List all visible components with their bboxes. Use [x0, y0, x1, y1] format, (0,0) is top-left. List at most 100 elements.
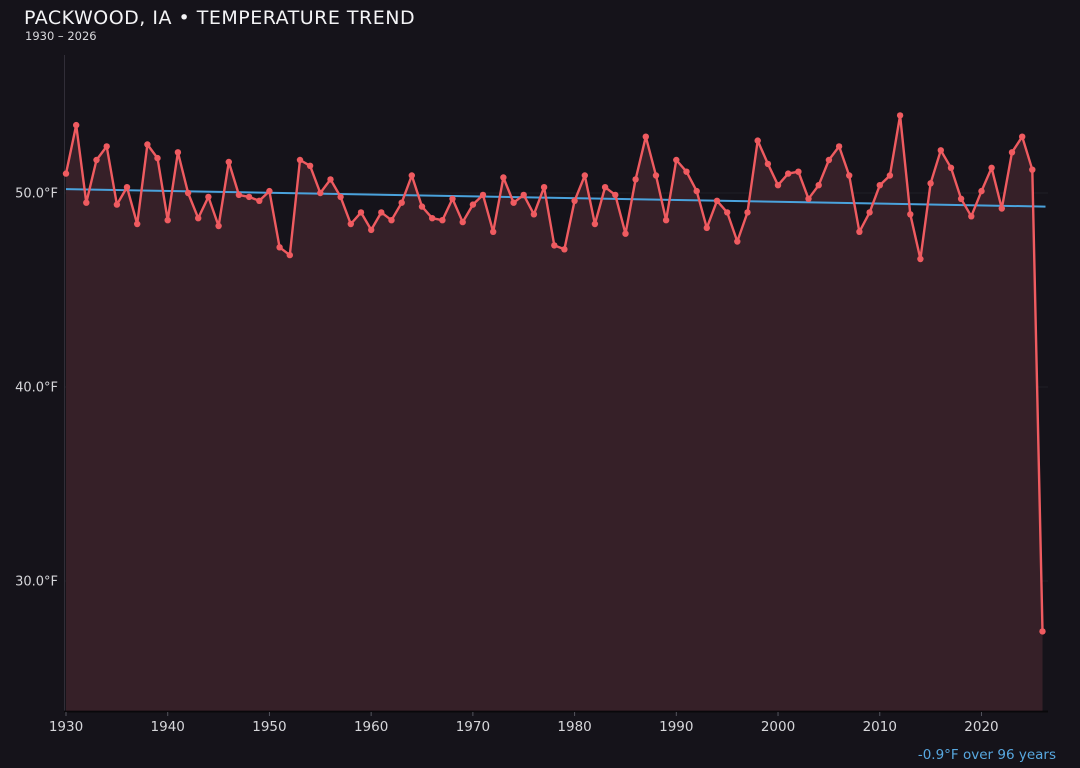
data-point	[184, 189, 192, 197]
data-point	[642, 133, 649, 140]
data-point	[276, 244, 283, 251]
data-point	[347, 220, 354, 228]
data-point	[764, 160, 772, 168]
data-point	[652, 172, 660, 179]
data-point	[317, 189, 324, 197]
data-point	[693, 187, 700, 195]
x-axis-ticks	[65, 712, 982, 716]
y-tick-label: 50.0°F	[15, 187, 58, 202]
x-tick-label: 2020	[964, 719, 998, 735]
data-point	[998, 205, 1005, 212]
x-tick-label: 1970	[456, 719, 490, 735]
data-point	[662, 217, 670, 224]
data-point	[418, 203, 426, 210]
x-tick-label: 1940	[151, 719, 185, 735]
data-point	[245, 193, 253, 201]
data-point	[856, 228, 863, 235]
x-tick-label: 1930	[49, 719, 83, 735]
y-tick-label: 30.0°F	[15, 575, 58, 590]
data-point	[805, 195, 812, 202]
data-point	[673, 156, 680, 164]
data-point	[368, 226, 375, 234]
data-point	[571, 197, 578, 204]
data-point	[215, 222, 222, 230]
data-point	[724, 209, 731, 216]
data-point	[256, 197, 263, 204]
data-point	[123, 184, 131, 191]
x-axis-labels: 1930 1940 1950 1960 1970 1980 1990 2000 2010 2020	[49, 719, 999, 735]
data-point	[144, 141, 151, 148]
data-point	[469, 201, 477, 208]
data-point	[266, 187, 273, 195]
data-point	[795, 168, 802, 175]
data-point	[754, 137, 761, 144]
y-tick-label: 40.0°F	[15, 381, 58, 396]
data-point	[1029, 166, 1036, 173]
data-point	[612, 191, 619, 199]
data-point	[490, 228, 497, 235]
x-tick-label: 1980	[557, 719, 591, 735]
data-point	[683, 168, 690, 175]
data-point	[337, 193, 344, 201]
data-point	[296, 156, 304, 164]
data-point	[968, 213, 975, 220]
data-point	[886, 172, 894, 179]
data-point	[774, 182, 782, 189]
x-tick-label: 2010	[863, 719, 897, 735]
data-point	[388, 217, 395, 224]
x-tick-label: 1990	[659, 719, 693, 735]
data-point	[896, 112, 904, 119]
data-point	[93, 156, 100, 164]
data-point	[530, 211, 538, 218]
trend-delta-label: -0.9°F over 96 years	[917, 747, 1056, 763]
data-point	[978, 187, 985, 195]
data-point	[429, 215, 436, 222]
data-point	[83, 199, 90, 206]
data-point	[62, 170, 70, 177]
data-point	[1008, 149, 1016, 156]
data-point	[540, 184, 548, 191]
x-tick-label: 1960	[354, 719, 388, 735]
x-tick-label: 1950	[252, 719, 286, 735]
data-point	[225, 158, 232, 166]
data-point	[846, 172, 853, 179]
data-point	[306, 162, 314, 169]
data-point	[439, 217, 446, 224]
data-point	[378, 209, 385, 216]
data-point	[174, 149, 182, 156]
data-point	[866, 209, 873, 216]
data-point	[479, 191, 487, 199]
data-point	[815, 182, 822, 189]
data-point	[947, 164, 955, 171]
data-point	[286, 251, 293, 259]
data-point	[357, 209, 365, 216]
chart-title: PACKWOOD, IA • TEMPERATURE TREND	[24, 7, 416, 29]
data-point	[601, 184, 609, 191]
data-point	[103, 143, 110, 150]
data-point	[907, 211, 914, 218]
data-point	[835, 143, 843, 150]
data-point	[734, 238, 741, 245]
trend-line	[65, 188, 1046, 208]
data-point	[591, 220, 599, 228]
data-point	[113, 201, 121, 208]
data-point	[1019, 133, 1026, 140]
data-point	[581, 172, 588, 179]
data-point	[408, 172, 415, 179]
data-point	[713, 197, 721, 204]
data-point	[917, 255, 924, 263]
data-point	[937, 147, 944, 154]
area-fill	[66, 115, 1043, 711]
data-point	[632, 176, 639, 183]
data-point	[398, 199, 405, 206]
data-point	[195, 215, 202, 222]
data-point	[154, 154, 161, 162]
data-point	[510, 199, 517, 206]
data-point	[957, 195, 965, 202]
data-point	[73, 121, 80, 129]
x-tick-label: 2000	[761, 719, 795, 735]
data-point	[164, 217, 171, 224]
data-point	[520, 191, 527, 199]
chart-subtitle: 1930 – 2026	[25, 29, 97, 43]
